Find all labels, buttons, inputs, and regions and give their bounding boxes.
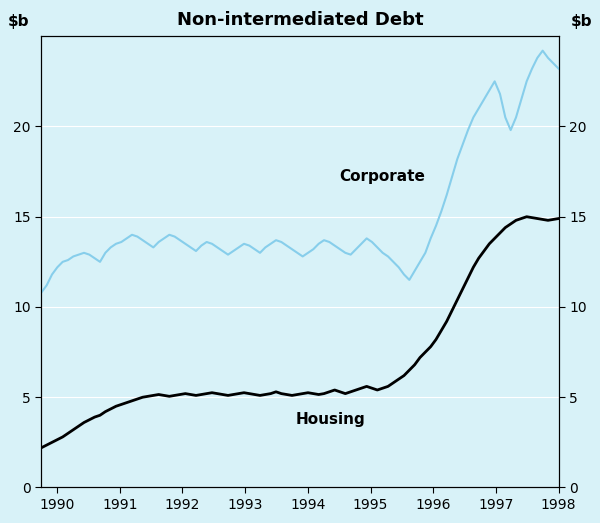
Text: $b: $b (8, 15, 29, 29)
Text: $b: $b (571, 15, 592, 29)
Text: Corporate: Corporate (339, 168, 425, 184)
Text: Housing: Housing (295, 412, 365, 427)
Title: Non-intermediated Debt: Non-intermediated Debt (176, 11, 424, 29)
